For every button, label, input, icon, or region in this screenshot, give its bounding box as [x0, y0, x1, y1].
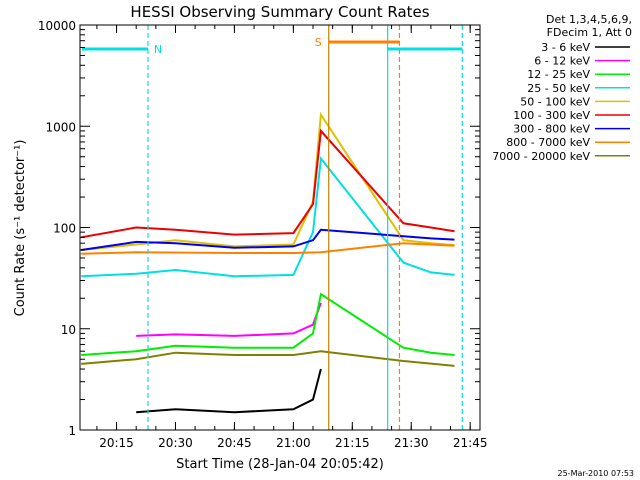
axes: 1 10 100 1000 10000 20:15 20:30 20:45 21:00 21:15… — [38, 19, 488, 450]
legend-label-1: 6 - 12 keV — [534, 55, 590, 68]
legend-label-7: 800 - 7000 keV — [506, 136, 590, 149]
series-line-7 — [81, 242, 455, 255]
x-tick-label-6: 21:45 — [453, 436, 488, 450]
legend-label-6: 300 - 800 keV — [513, 123, 590, 136]
series-line-1 — [136, 302, 322, 337]
x-tick-label-3: 21:00 — [276, 436, 311, 450]
legend-label-5: 100 - 300 keV — [513, 109, 590, 122]
y-tick-label-2: 100 — [53, 222, 76, 236]
y-tick-label-3: 1000 — [45, 120, 76, 134]
y-tick-label-0: 1 — [68, 424, 76, 438]
legend-label-3: 25 - 50 keV — [527, 82, 590, 95]
series-line-2 — [81, 292, 455, 356]
series-line-0 — [136, 368, 322, 414]
y-tick-label-1: 10 — [61, 323, 76, 337]
annotation-saa: S — [315, 36, 322, 49]
series-line-5 — [81, 128, 455, 239]
x-tick-label-2: 20:45 — [217, 436, 252, 450]
legend-header-line-1: Det 1,3,4,5,6,9, — [546, 13, 632, 26]
plot-area: NS — [81, 25, 463, 430]
legend-label-4: 50 - 100 keV — [520, 95, 590, 108]
series-line-6 — [81, 228, 455, 251]
x-axis-label: Start Time (28-Jan-04 20:05:42) — [176, 457, 384, 472]
legend-label-0: 3 - 6 keV — [541, 41, 590, 54]
footer-timestamp: 25-Mar-2010 07:53 — [558, 469, 635, 478]
y-axis-label: Count Rate (s⁻¹ detector⁻¹) — [13, 140, 28, 317]
annotation-night: N — [154, 43, 162, 56]
legend-label-2: 12 - 25 keV — [527, 68, 590, 81]
x-tick-label-0: 20:15 — [99, 436, 134, 450]
x-tick-label-5: 21:30 — [394, 436, 429, 450]
legend-header-line-2: FDecim 1, Att 0 — [547, 26, 632, 39]
chart-title: HESSI Observing Summary Count Rates — [130, 3, 429, 21]
x-tick-label-1: 20:30 — [158, 436, 193, 450]
series-line-8 — [81, 350, 455, 367]
x-tick-label-4: 21:15 — [335, 436, 370, 450]
legend-label-8: 7000 - 20000 keV — [492, 150, 590, 163]
y-tick-label-4: 10000 — [38, 19, 76, 33]
